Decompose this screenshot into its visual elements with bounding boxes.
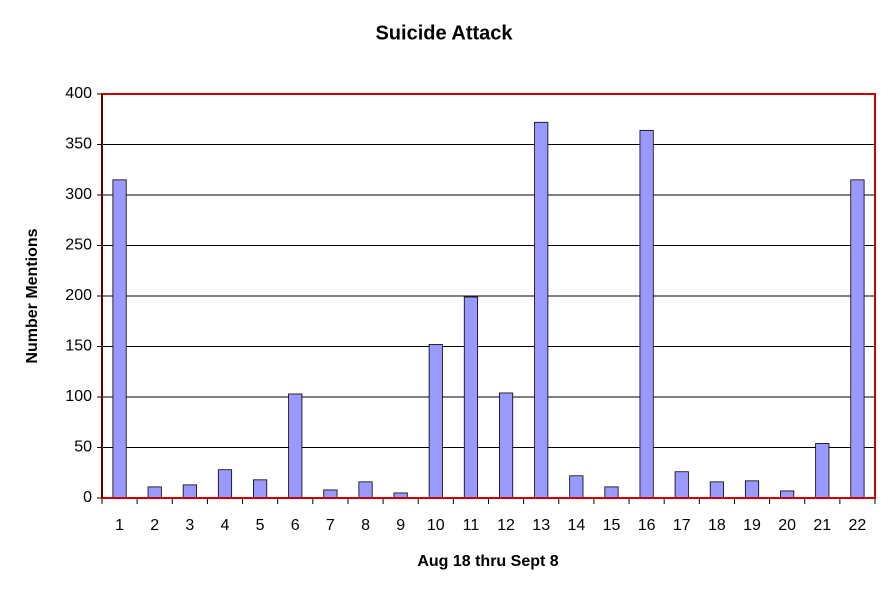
- x-tick-label: 11: [463, 517, 480, 534]
- x-axis-label: Aug 18 thru Sept 8: [417, 553, 558, 570]
- y-tick-label: 250: [65, 237, 92, 254]
- bar: [569, 475, 584, 499]
- y-tick-label: 0: [83, 489, 92, 506]
- bar: [780, 490, 795, 499]
- bar: [358, 481, 373, 499]
- bar: [323, 489, 338, 499]
- x-tick-label: 16: [638, 517, 656, 534]
- x-tick-label: 19: [743, 517, 761, 534]
- bar: [639, 129, 654, 499]
- x-tick-label: 2: [150, 517, 159, 534]
- y-tick-label: 50: [74, 439, 92, 456]
- x-tick-label: 1: [115, 517, 124, 534]
- bar: [147, 486, 162, 499]
- bar: [182, 484, 197, 499]
- x-tick-label: 21: [813, 517, 831, 534]
- bar: [112, 179, 127, 499]
- x-tick-label: 7: [326, 517, 335, 534]
- bar: [288, 393, 303, 499]
- x-tick-label: 13: [532, 517, 550, 534]
- y-tick-label: 300: [65, 186, 92, 203]
- bar: [253, 479, 268, 499]
- x-tick-label: 8: [361, 517, 370, 534]
- bar: [534, 121, 549, 499]
- x-tick-label: 3: [185, 517, 194, 534]
- bar: [428, 344, 443, 499]
- bar: [217, 469, 233, 499]
- y-tick-label: 100: [65, 388, 92, 405]
- bar: [850, 179, 865, 499]
- bar: [463, 296, 479, 499]
- chart-title: Suicide Attack: [375, 22, 513, 44]
- x-tick-label: 6: [291, 517, 300, 534]
- x-tick-label: 15: [603, 517, 621, 534]
- bar: [498, 392, 514, 499]
- bar: [815, 443, 830, 499]
- x-tick-label: 22: [849, 517, 867, 534]
- bar: [604, 486, 619, 499]
- x-tick-label: 12: [497, 517, 515, 534]
- bar: [744, 480, 760, 499]
- x-tick-label: 4: [221, 517, 230, 534]
- y-tick-label: 400: [65, 85, 92, 102]
- x-tick-label: 18: [708, 517, 726, 534]
- bar: [674, 471, 689, 499]
- bar: [709, 481, 724, 499]
- y-axis-label: Number Mentions: [24, 228, 41, 363]
- y-tick-label: 150: [65, 338, 92, 355]
- x-tick-label: 17: [673, 517, 691, 534]
- x-tick-label: 10: [427, 517, 445, 534]
- x-tick-label: 9: [396, 517, 405, 534]
- y-tick-label: 200: [65, 287, 92, 304]
- x-tick-label: 5: [256, 517, 265, 534]
- x-tick-label: 20: [778, 517, 796, 534]
- y-tick-label: 350: [65, 136, 92, 153]
- x-tick-label: 14: [567, 517, 585, 534]
